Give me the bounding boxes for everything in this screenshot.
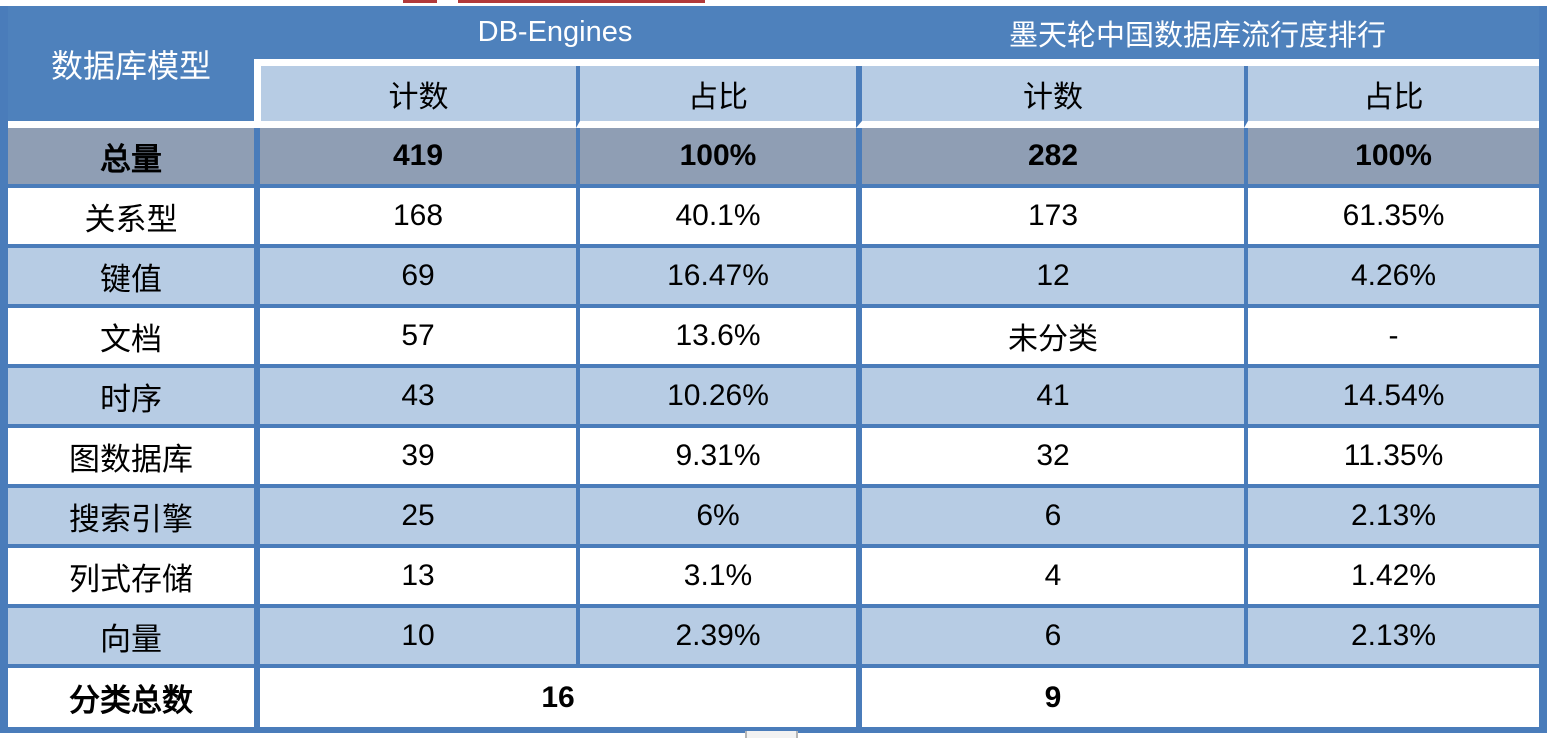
row-label-cell: 时序 [8,368,254,428]
share-cell: 10.26% [576,368,856,428]
subheader-count-dbengines: 计数 [254,66,576,128]
share-cell: 13.6% [576,308,856,368]
table-row: 键值 69 16.47% 12 4.26% [8,248,1540,308]
count-cell: 69 [254,248,576,308]
table-row: 图数据库 39 9.31% 32 11.35% [8,428,1540,488]
count-cell: 未分类 [856,308,1244,368]
footer-label-cell: 分类总数 [8,668,254,727]
group-header-row: 数据库模型 DB-Engines 墨天轮中国数据库流行度排行 [8,6,1540,128]
corner-header-database-model: 数据库模型 [8,6,254,128]
table-row: 文档 57 13.6% 未分类 - [8,308,1540,368]
share-cell: 2.39% [576,608,856,668]
table-row: 搜索引擎 25 6% 6 2.13% [8,488,1540,548]
share-cell: 9.31% [576,428,856,488]
row-label-cell: 键值 [8,248,254,308]
red-underline-fragment [458,0,705,3]
count-cell: 6 [856,608,1244,668]
row-label-cell: 文档 [8,308,254,368]
database-model-comparison-table: 数据库模型 DB-Engines 墨天轮中国数据库流行度排行 计数 占比 计数 … [0,6,1547,733]
count-cell: 4 [856,548,1244,608]
share-cell: 1.42% [1244,548,1540,608]
share-cell: 61.35% [1244,188,1540,248]
count-cell: 25 [254,488,576,548]
count-cell: 419 [254,128,576,188]
share-cell: 2.13% [1244,488,1540,548]
row-label-cell: 搜索引擎 [8,488,254,548]
group-header-db-engines: DB-Engines [254,6,856,66]
share-cell: 16.47% [576,248,856,308]
count-cell: 41 [856,368,1244,428]
count-cell: 32 [856,428,1244,488]
share-cell: 6% [576,488,856,548]
count-cell: 10 [254,608,576,668]
share-cell: 2.13% [1244,608,1540,668]
count-cell: 173 [856,188,1244,248]
row-label-cell: 总量 [8,128,254,188]
share-cell: 4.26% [1244,248,1540,308]
share-cell: 14.54% [1244,368,1540,428]
row-label-cell: 图数据库 [8,428,254,488]
count-cell: 43 [254,368,576,428]
subheader-share-dbengines: 占比 [576,66,856,128]
count-cell: 6 [856,488,1244,548]
group-header-motianlun: 墨天轮中国数据库流行度排行 [856,6,1540,66]
count-cell: 57 [254,308,576,368]
table-row-total: 总量 419 100% 282 100% [8,128,1540,188]
share-cell: 100% [1244,128,1540,188]
table-row-category-totals: 分类总数 16 9 [8,668,1540,727]
share-cell: - [1244,308,1540,368]
count-cell: 13 [254,548,576,608]
sub-header-row: 计数 占比 计数 占比 [8,66,1540,128]
scrollbar-thumb[interactable] [745,731,798,738]
count-cell: 282 [856,128,1244,188]
count-cell: 168 [254,188,576,248]
share-cell: 3.1% [576,548,856,608]
subheader-share-motianlun: 占比 [1244,66,1540,128]
table-row: 列式存储 13 3.1% 4 1.42% [8,548,1540,608]
count-cell: 12 [856,248,1244,308]
row-label-cell: 向量 [8,608,254,668]
row-label-cell: 列式存储 [8,548,254,608]
footer-total-motianlun: 9 [856,668,1244,727]
share-cell: 40.1% [576,188,856,248]
share-cell: 100% [576,128,856,188]
table-row: 时序 43 10.26% 41 14.54% [8,368,1540,428]
share-cell: 11.35% [1244,428,1540,488]
count-cell: 39 [254,428,576,488]
red-underline-fragment [403,0,437,3]
table-row: 关系型 168 40.1% 173 61.35% [8,188,1540,248]
subheader-count-motianlun: 计数 [856,66,1244,128]
row-label-cell: 关系型 [8,188,254,248]
footer-total-dbengines: 16 [254,668,856,727]
footer-empty-cell [1244,668,1540,727]
table-row: 向量 10 2.39% 6 2.13% [8,608,1540,668]
